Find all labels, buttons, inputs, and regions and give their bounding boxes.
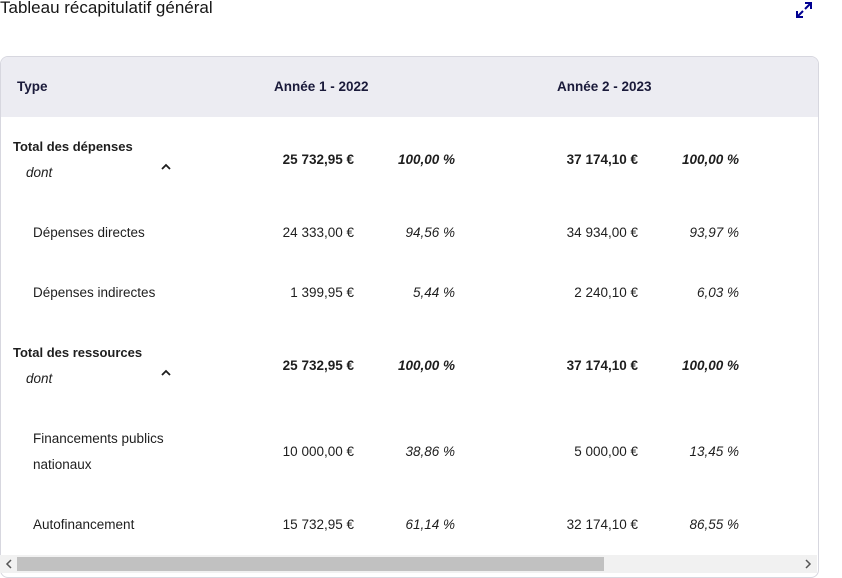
year2-percent: 100,00 %	[681, 152, 739, 167]
year1-amount: 25 732,95 €	[282, 152, 354, 167]
year2-percent: 13,45 %	[689, 444, 739, 459]
year2-percent: 100,00 %	[681, 358, 739, 373]
year2-amount: 2 240,10 €	[574, 285, 638, 300]
row-sublabel: dont	[26, 165, 53, 180]
year1-amount: 15 732,95 €	[282, 517, 354, 532]
scroll-left-button[interactable]	[1, 556, 17, 572]
year1-percent: 94,56 %	[405, 225, 455, 240]
row-label: Dépenses directes	[33, 225, 145, 240]
scroll-right-button[interactable]	[800, 556, 816, 572]
chevron-right-icon	[805, 559, 812, 569]
table-header: Type Année 1 - 2022 Année 2 - 2023	[1, 57, 818, 117]
chevron-up-icon[interactable]	[159, 162, 173, 172]
year2-percent: 93,97 %	[689, 225, 739, 240]
year1-percent: 38,86 %	[405, 444, 455, 459]
header-type: Type	[17, 79, 48, 94]
row-label: Dépenses indirectes	[33, 285, 156, 300]
year1-percent: 5,44 %	[412, 285, 455, 300]
row-label-line1: Financements publics	[33, 431, 164, 446]
row-label: Total des dépenses	[13, 139, 133, 154]
row-label: Total des ressources	[13, 345, 143, 360]
year2-amount: 37 174,10 €	[566, 358, 638, 373]
year1-amount: 10 000,00 €	[282, 444, 354, 459]
chevron-up-icon[interactable]	[159, 368, 173, 378]
scroll-thumb[interactable]	[17, 557, 604, 571]
year2-amount: 5 000,00 €	[574, 444, 638, 459]
row-label: Autofinancement	[33, 517, 135, 532]
summary-table: Type Année 1 - 2022 Année 2 - 2023 Total…	[0, 56, 819, 578]
year2-amount: 32 174,10 €	[566, 517, 638, 532]
horizontal-scrollbar[interactable]	[0, 555, 817, 573]
year2-amount: 37 174,10 €	[566, 152, 638, 167]
year2-percent: 86,55 %	[689, 517, 739, 532]
expand-button[interactable]	[794, 0, 814, 20]
year1-percent: 100,00 %	[397, 358, 455, 373]
year1-amount: 25 732,95 €	[282, 358, 354, 373]
page-title: Tableau récapitulatif général	[0, 0, 213, 17]
expand-diagonal-icon	[796, 2, 812, 18]
year1-amount: 1 399,95 €	[290, 285, 354, 300]
year2-percent: 6,03 %	[696, 285, 739, 300]
header-year2: Année 2 - 2023	[557, 79, 652, 94]
year1-percent: 100,00 %	[397, 152, 455, 167]
header-year1: Année 1 - 2022	[274, 79, 369, 94]
row-label-line2: nationaux	[33, 457, 92, 472]
chevron-left-icon	[5, 559, 12, 569]
year2-amount: 34 934,00 €	[566, 225, 638, 240]
row-sublabel: dont	[26, 371, 53, 386]
year1-percent: 61,14 %	[405, 517, 455, 532]
year1-amount: 24 333,00 €	[282, 225, 354, 240]
